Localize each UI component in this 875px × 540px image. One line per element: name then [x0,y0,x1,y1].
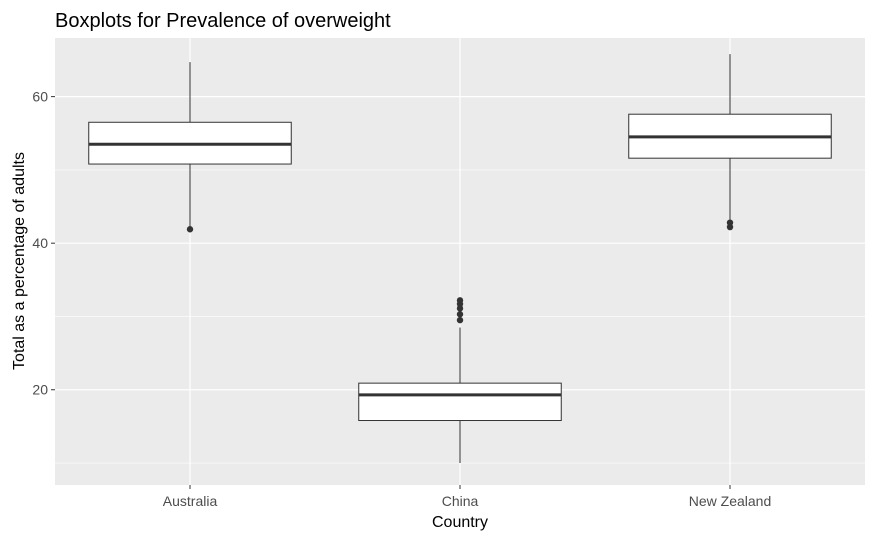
outlier-point [456,297,464,304]
outlier-point [726,219,734,226]
box-china [358,297,562,464]
y-tick-label: 60 [32,89,48,105]
y-tick-label: 20 [32,382,48,398]
chart-title: Boxplots for Prevalence of overweight [55,10,391,32]
box-new-zealand [628,54,832,231]
outlier-point [456,316,464,324]
x-tick-label: China [442,493,479,509]
y-axis-title: Total as a percentage of adults [11,152,28,370]
x-axis-title: Country [432,514,488,531]
outlier-point [186,226,194,233]
box-iqr [358,382,562,422]
box-australia [88,62,292,233]
outlier-point [456,305,464,312]
axes: 20 40 60 Australia China New Zealand [32,89,771,509]
outlier-point [456,311,464,318]
y-tick-label: 40 [32,235,48,251]
x-tick-label: Australia [163,493,218,509]
x-tick-label: New Zealand [689,493,772,509]
boxes [88,54,832,464]
outlier-point [726,223,734,231]
